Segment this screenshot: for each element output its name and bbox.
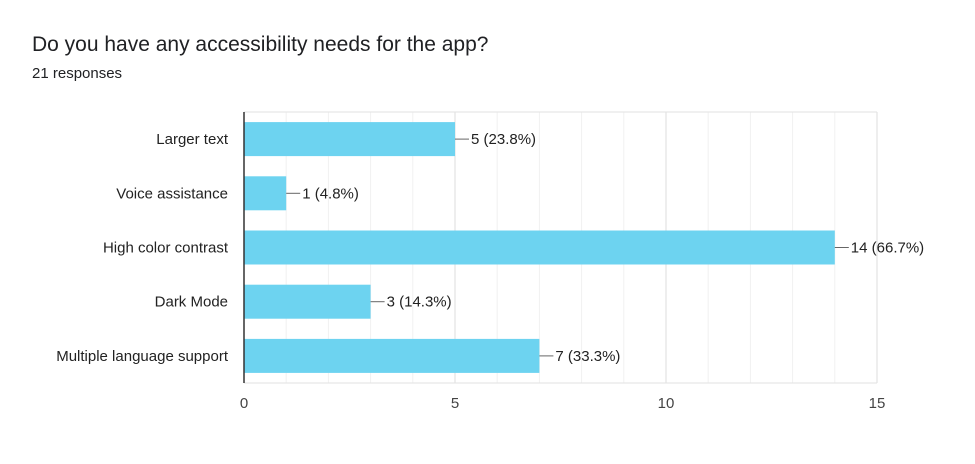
chart-title: Do you have any accessibility needs for …	[32, 33, 489, 56]
x-tick-label: 15	[869, 395, 886, 412]
bar[interactable]	[244, 284, 371, 319]
category-label: Multiple language support	[56, 348, 229, 365]
category-label: Voice assistance	[116, 185, 228, 202]
x-tick-label: 0	[240, 395, 248, 412]
x-tick-label: 10	[658, 395, 675, 412]
data-label: 7 (33.3%)	[555, 348, 620, 365]
category-label: Dark Mode	[155, 294, 228, 311]
data-label: 3 (14.3%)	[387, 294, 452, 311]
bar[interactable]	[244, 230, 835, 265]
response-count: 21 responses	[32, 65, 123, 82]
bar[interactable]	[244, 338, 540, 373]
bar[interactable]	[244, 122, 455, 157]
labels: Larger text 5 (23.8%) Voice assistance 1 (4…	[56, 112, 924, 412]
bars	[244, 122, 835, 373]
category-label: High color contrast	[103, 240, 229, 257]
data-label: 14 (66.7%)	[851, 240, 924, 257]
category-label: Larger text	[156, 131, 229, 148]
x-tick-label: 5	[451, 395, 459, 412]
data-label: 1 (4.8%)	[302, 185, 359, 202]
data-label: 5 (23.8%)	[471, 131, 536, 148]
bar[interactable]	[244, 176, 287, 211]
